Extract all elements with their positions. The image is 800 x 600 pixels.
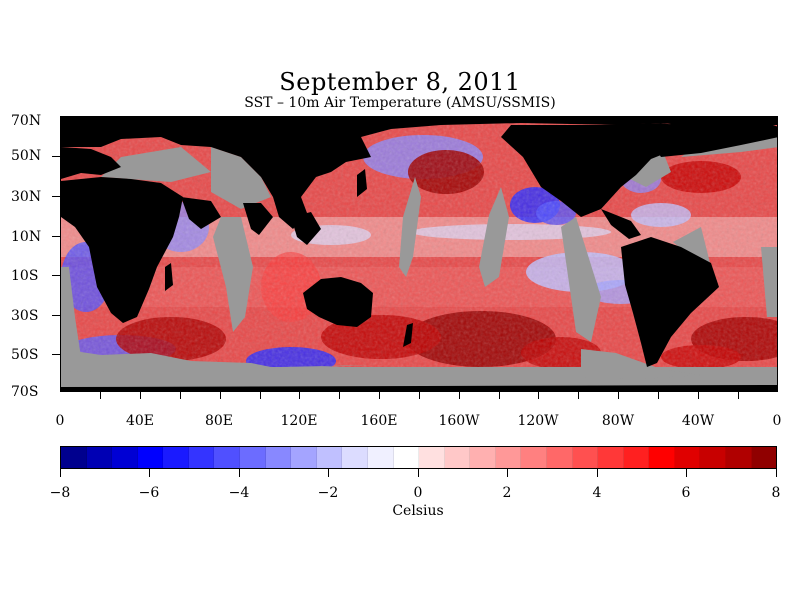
colorbar-label-2: 2 bbox=[502, 485, 512, 501]
lon-tick bbox=[379, 392, 380, 399]
colorbar-label-minus-6: −6 bbox=[138, 485, 160, 501]
lat-label-30s: 30S bbox=[11, 308, 39, 324]
lon-tick bbox=[538, 392, 539, 399]
lon-label-40e: 40E bbox=[125, 413, 155, 429]
map-canvas bbox=[61, 117, 777, 391]
lon-tick bbox=[578, 392, 579, 399]
colorbar-cell bbox=[649, 447, 675, 468]
colorbar-cell bbox=[751, 447, 777, 468]
colorbar-tick bbox=[776, 469, 777, 477]
lon-tick bbox=[339, 392, 340, 399]
lon-label-0-east: 0 bbox=[772, 413, 782, 429]
colorbar-cell bbox=[393, 447, 420, 468]
lon-tick bbox=[658, 392, 659, 399]
colorbar-cell bbox=[188, 447, 215, 468]
lat-label-30n: 30N bbox=[11, 189, 42, 205]
colorbar-units-label: Celsius bbox=[392, 503, 444, 519]
colorbar-cell bbox=[163, 447, 189, 468]
lon-label-160e: 160E bbox=[360, 413, 398, 429]
lat-tick bbox=[52, 196, 60, 197]
lon-label-80w: 80W bbox=[601, 413, 635, 429]
colorbar-label-minus-2: −2 bbox=[317, 485, 339, 501]
colorbar-cell bbox=[419, 447, 445, 468]
colorbar-label-minus-8: −8 bbox=[49, 485, 71, 501]
colorbar-tick bbox=[239, 469, 240, 477]
colorbar-cell bbox=[572, 447, 599, 468]
colorbar-label-4: 4 bbox=[592, 485, 602, 501]
lon-tick bbox=[100, 392, 101, 399]
lon-label-120e: 120E bbox=[280, 413, 318, 429]
lat-tick bbox=[52, 275, 60, 276]
lat-tick bbox=[52, 315, 60, 316]
colorbar-tick bbox=[597, 469, 598, 477]
lon-label-80e: 80E bbox=[204, 413, 234, 429]
lat-label-70s: 70S bbox=[11, 384, 39, 400]
colorbar-cell bbox=[367, 447, 394, 468]
lon-label-0: 0 bbox=[55, 413, 65, 429]
lat-tick bbox=[52, 156, 60, 157]
lat-tick bbox=[52, 354, 60, 355]
lon-tick bbox=[738, 392, 739, 399]
colorbar-cell bbox=[495, 447, 522, 468]
colorbar-cell bbox=[214, 447, 241, 468]
lon-tick bbox=[180, 392, 181, 399]
colorbar bbox=[60, 446, 777, 469]
colorbar-cell bbox=[470, 447, 496, 468]
lat-label-70n: 70N bbox=[11, 113, 42, 129]
lat-label-50s: 50S bbox=[11, 347, 39, 363]
lon-tick bbox=[140, 392, 141, 399]
colorbar-tick bbox=[418, 469, 419, 477]
colorbar-cell bbox=[598, 447, 624, 468]
colorbar-cell bbox=[700, 447, 727, 468]
colorbar-cell bbox=[726, 447, 752, 468]
lat-label-10n: 10N bbox=[11, 229, 42, 245]
colorbar-cell bbox=[342, 447, 368, 468]
colorbar-tick bbox=[149, 469, 150, 477]
colorbar-cell bbox=[86, 447, 113, 468]
lon-tick bbox=[419, 392, 420, 399]
colorbar-cell bbox=[444, 447, 471, 468]
colorbar-cell bbox=[521, 447, 547, 468]
map-title: September 8, 2011 bbox=[279, 68, 521, 96]
lon-tick bbox=[260, 392, 261, 399]
colorbar-cell bbox=[291, 447, 317, 468]
colorbar-cell bbox=[240, 447, 266, 468]
lon-tick bbox=[698, 392, 699, 399]
colorbar-cell bbox=[546, 447, 573, 468]
colorbar-label-6: 6 bbox=[681, 485, 691, 501]
colorbar-tick bbox=[686, 469, 687, 477]
lon-tick bbox=[220, 392, 221, 399]
colorbar-cell bbox=[623, 447, 650, 468]
lon-tick bbox=[459, 392, 460, 399]
colorbar-cell bbox=[61, 447, 87, 468]
map-subtitle: SST – 10m Air Temperature (AMSU/SSMIS) bbox=[244, 95, 556, 111]
lon-label-40w: 40W bbox=[681, 413, 715, 429]
colorbar-label-0: 0 bbox=[413, 485, 423, 501]
lon-tick bbox=[299, 392, 300, 399]
lat-label-10s: 10S bbox=[11, 268, 39, 284]
colorbar-cell bbox=[674, 447, 701, 468]
colorbar-tick bbox=[507, 469, 508, 477]
lon-label-160w: 160W bbox=[438, 413, 480, 429]
lat-label-50n: 50N bbox=[11, 148, 42, 164]
colorbar-cell bbox=[316, 447, 343, 468]
land-masses bbox=[61, 117, 777, 391]
colorbar-tick bbox=[328, 469, 329, 477]
colorbar-cell bbox=[137, 447, 164, 468]
colorbar-cell bbox=[112, 447, 138, 468]
colorbar-tick bbox=[60, 469, 61, 477]
lon-tick bbox=[499, 392, 500, 399]
colorbar-label-minus-4: −4 bbox=[228, 485, 250, 501]
colorbar-label-8: 8 bbox=[771, 485, 781, 501]
sst-anomaly-map bbox=[60, 116, 778, 392]
lat-tick bbox=[52, 236, 60, 237]
lon-label-120w: 120W bbox=[517, 413, 559, 429]
colorbar-cell bbox=[265, 447, 292, 468]
lon-tick bbox=[618, 392, 619, 399]
